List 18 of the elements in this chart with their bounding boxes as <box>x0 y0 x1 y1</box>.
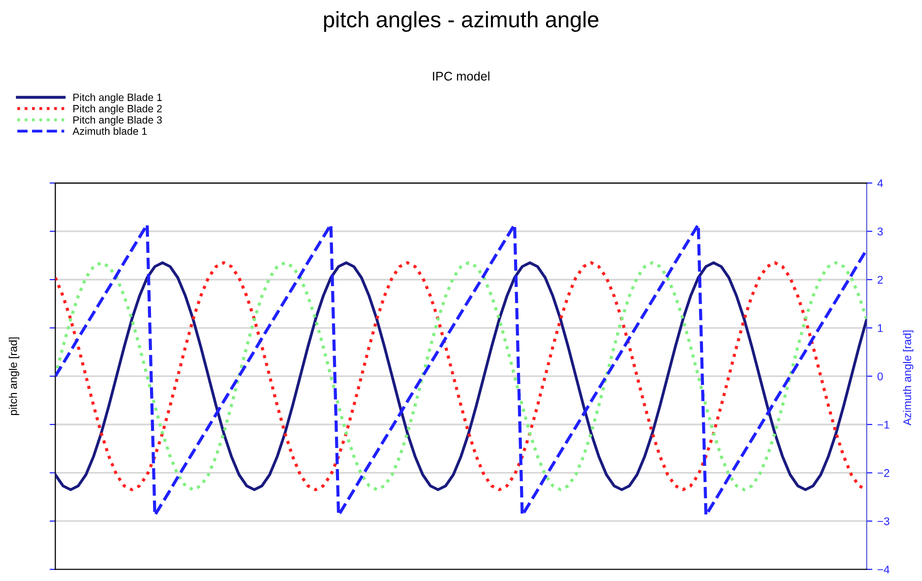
y-tick-label: −4 <box>878 566 890 574</box>
y-tick-label: 0 <box>878 372 883 380</box>
legend-label: Pitch angle Blade 2 <box>73 104 162 114</box>
legend-label: Azimuth blade 1 <box>72 127 147 135</box>
y-tick-label: 1 <box>878 324 883 332</box>
chart-subtitle: IPC model <box>432 71 490 81</box>
y-tick-label: −2 <box>878 469 890 477</box>
y-tick-label: 3 <box>878 228 883 236</box>
y-tick-label: 2 <box>878 276 883 284</box>
legend-label: Pitch angle Blade 1 <box>73 93 162 104</box>
legend-label: Pitch angle Blade 3 <box>73 116 162 126</box>
y-axis-title: pitch angle [rad] <box>8 337 20 416</box>
chart-title: pitch angles - azimuth angle <box>324 11 598 32</box>
y2-axis-title: Azimuth angle [rad] <box>902 330 914 426</box>
y-tick-label: −1 <box>878 420 890 429</box>
y-tick-label: 4 <box>877 179 883 188</box>
line-series <box>55 261 867 492</box>
y-tick-label: −3 <box>878 517 890 526</box>
